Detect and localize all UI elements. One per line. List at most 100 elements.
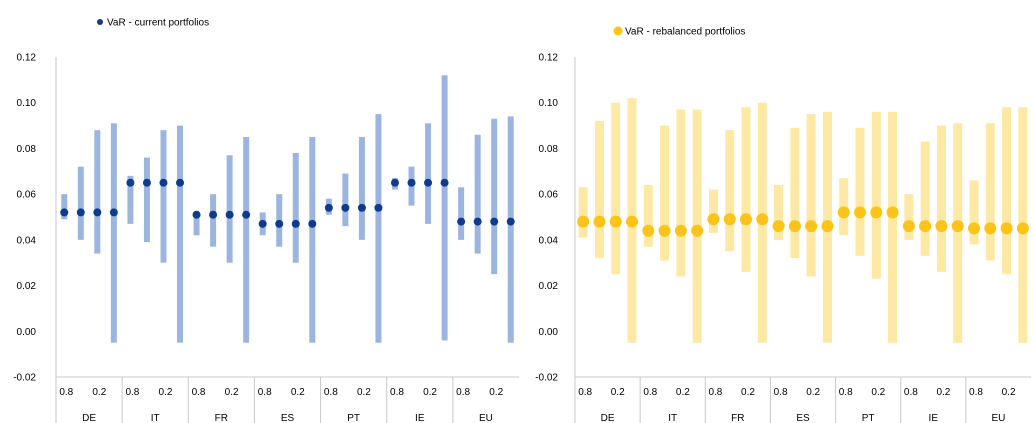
var-range-bar bbox=[676, 109, 686, 277]
legend-marker bbox=[613, 26, 623, 36]
var-marker bbox=[473, 217, 482, 226]
var-range-bar bbox=[143, 157, 150, 243]
var-range-bar bbox=[507, 116, 514, 343]
x-subtick-label: 0.8 bbox=[456, 387, 470, 398]
y-tick-label: 0.08 bbox=[17, 144, 37, 155]
var-marker bbox=[609, 215, 622, 228]
var-range-bar bbox=[94, 130, 101, 254]
x-subtick-label: 0.8 bbox=[904, 387, 918, 398]
var-marker bbox=[968, 222, 980, 235]
var-marker bbox=[357, 203, 366, 212]
var-marker bbox=[93, 208, 102, 217]
var-range-bar bbox=[292, 153, 299, 263]
var-marker bbox=[109, 208, 118, 217]
var-marker bbox=[854, 206, 866, 219]
var-range-bar bbox=[725, 130, 735, 252]
var-range-bar bbox=[936, 125, 946, 272]
var-range-bar bbox=[594, 121, 604, 259]
x-subtick-label: 0.8 bbox=[192, 387, 206, 398]
x-group-label: EU bbox=[991, 413, 1005, 423]
var-marker bbox=[242, 210, 251, 219]
var-marker bbox=[506, 217, 515, 226]
x-subtick-label: 0.2 bbox=[611, 387, 625, 398]
var-range-bar bbox=[660, 125, 670, 261]
var-range-bar bbox=[358, 137, 365, 240]
chart-current-portfolios: VaR - current portfolios -0.02 0.00 0.02 0.0… bbox=[13, 18, 519, 423]
var-marker bbox=[1016, 222, 1029, 235]
y-tick-label: 0.12 bbox=[539, 53, 559, 64]
var-marker bbox=[642, 224, 655, 237]
y-tick-label: 0.02 bbox=[17, 281, 37, 292]
var-marker bbox=[821, 220, 834, 233]
var-marker bbox=[1000, 222, 1013, 235]
var-marker bbox=[76, 208, 85, 217]
var-range-bar bbox=[425, 123, 432, 224]
var-marker bbox=[740, 213, 752, 226]
x-group-label: ES bbox=[281, 413, 295, 423]
var-range-bar bbox=[474, 134, 481, 254]
var-marker bbox=[324, 203, 333, 212]
x-subtick-label: 0.2 bbox=[225, 387, 239, 398]
var-marker bbox=[341, 203, 350, 212]
var-range-bar bbox=[491, 118, 498, 275]
x-subtick-label: 0.2 bbox=[489, 387, 503, 398]
x-group-label: IE bbox=[415, 413, 425, 423]
x-group-label: ES bbox=[796, 413, 810, 423]
var-marker bbox=[772, 220, 785, 233]
x-group-label: DE bbox=[82, 413, 96, 423]
var-marker bbox=[142, 178, 151, 187]
var-marker bbox=[490, 217, 499, 226]
var-range-bar bbox=[806, 114, 816, 277]
var-marker bbox=[308, 219, 317, 228]
y-tick-label: 0.06 bbox=[17, 190, 37, 201]
var-range-bar bbox=[888, 111, 898, 343]
var-marker bbox=[756, 213, 769, 226]
x-subtick-label: 0.8 bbox=[390, 387, 404, 398]
x-subtick-label: 0.8 bbox=[643, 387, 657, 398]
var-range-bar bbox=[904, 194, 914, 240]
var-marker bbox=[886, 206, 899, 219]
var-marker bbox=[176, 178, 185, 187]
var-range-bar bbox=[855, 127, 865, 256]
x-group-label: DE bbox=[601, 413, 615, 423]
var-marker bbox=[577, 215, 590, 228]
var-marker bbox=[951, 220, 964, 233]
y-tick-label: 0.12 bbox=[17, 53, 37, 64]
var-range-bar bbox=[177, 125, 184, 343]
x-subtick-label: 0.8 bbox=[324, 387, 338, 398]
x-group-label: PT bbox=[347, 413, 360, 423]
x-subtick-label: 0.2 bbox=[1002, 387, 1016, 398]
var-range-bar bbox=[790, 127, 800, 259]
var-marker bbox=[159, 178, 168, 187]
var-range-bar bbox=[741, 107, 751, 272]
x-subtick-label: 0.2 bbox=[806, 387, 820, 398]
x-subtick-label: 0.2 bbox=[676, 387, 690, 398]
var-marker bbox=[723, 213, 736, 226]
var-marker bbox=[870, 206, 883, 219]
var-range-bar bbox=[920, 141, 930, 256]
var-range-bar bbox=[708, 189, 718, 233]
x-subtick-label: 0.8 bbox=[969, 387, 983, 398]
var-range-bar bbox=[342, 173, 349, 227]
var-marker bbox=[440, 178, 449, 187]
x-subtick-label: 0.2 bbox=[871, 387, 885, 398]
var-marker bbox=[258, 219, 267, 228]
var-range-bar bbox=[774, 185, 784, 240]
x-subtick-label: 0.8 bbox=[774, 387, 788, 398]
var-range-bar bbox=[643, 185, 653, 247]
y-tick-label: 0.08 bbox=[539, 144, 559, 155]
var-range-bar bbox=[953, 123, 963, 343]
y-tick-label: 0.04 bbox=[539, 235, 559, 246]
var-range-bar bbox=[578, 187, 588, 238]
y-tick-label: 0.06 bbox=[539, 190, 559, 201]
x-subtick-label: 0.8 bbox=[59, 387, 73, 398]
x-subtick-label: 0.8 bbox=[578, 387, 592, 398]
y-tick-label: -0.02 bbox=[535, 373, 558, 384]
var-marker bbox=[192, 210, 201, 219]
var-marker bbox=[805, 220, 818, 233]
y-tick-label: -0.02 bbox=[13, 373, 36, 384]
var-range-bar bbox=[110, 123, 117, 343]
var-range-bar bbox=[127, 175, 134, 224]
var-marker bbox=[60, 208, 69, 217]
